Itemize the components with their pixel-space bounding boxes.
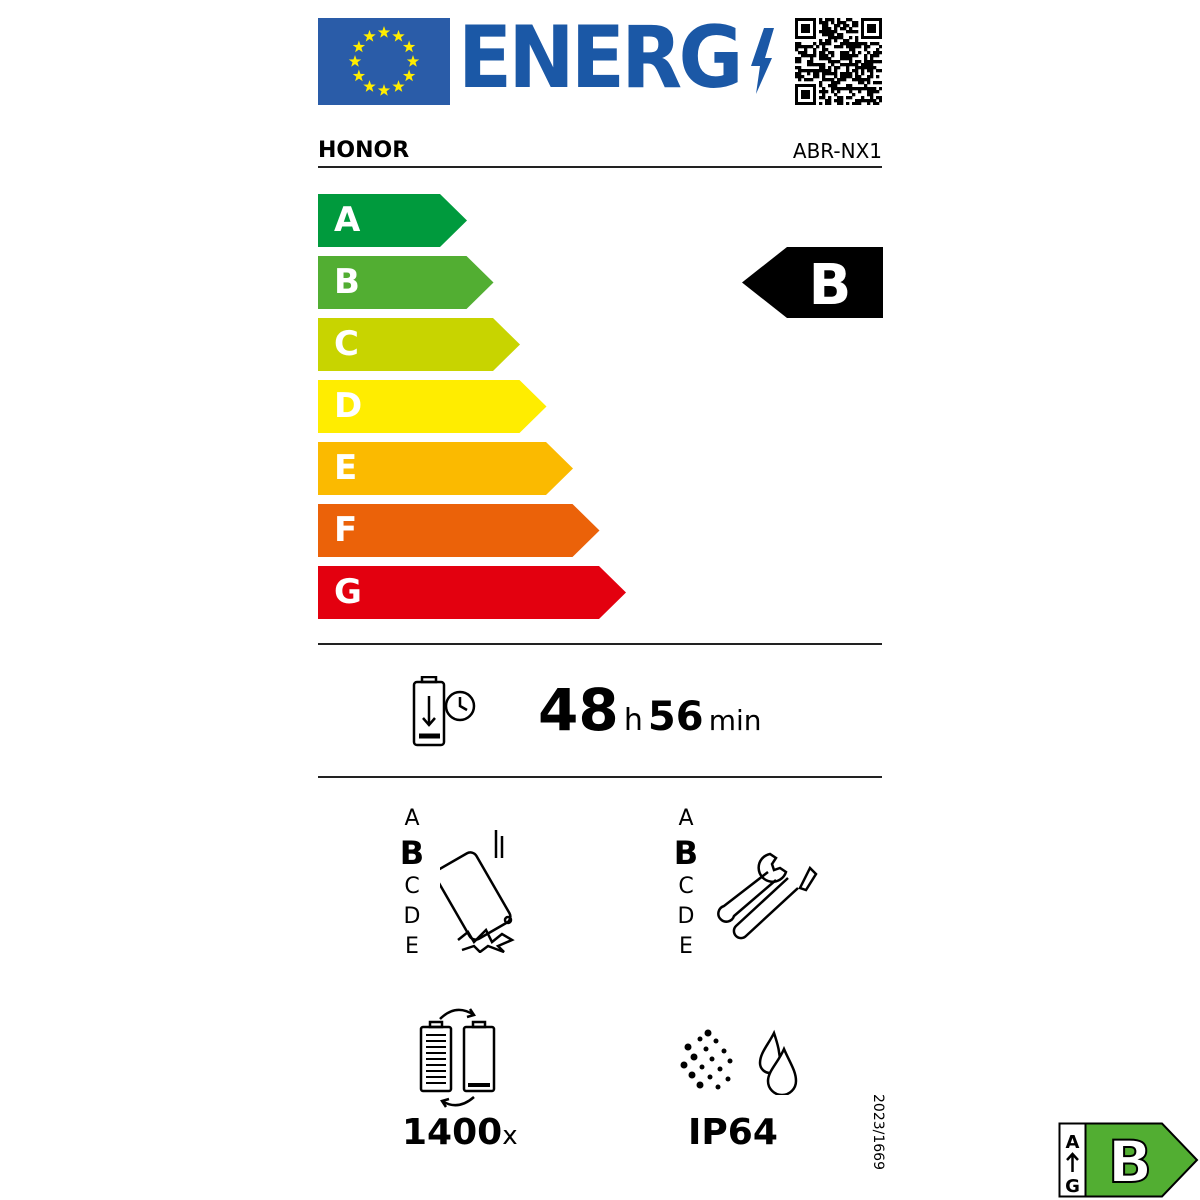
scale-letter: A: [404, 806, 420, 831]
phone-drop-icon: [440, 830, 515, 953]
badge-rating: B: [1108, 1128, 1152, 1196]
ip-rating: IP64: [688, 1112, 778, 1153]
energy-class-bar-c: C: [318, 318, 520, 371]
minutes-value: 56: [647, 694, 704, 740]
energy-class-bar-e: E: [318, 442, 573, 495]
energy-class-letter: G: [334, 572, 362, 612]
star-icon: [377, 84, 391, 96]
hours-value: 48: [538, 676, 619, 744]
minutes-unit: min: [708, 704, 762, 737]
qr-code-icon[interactable]: [795, 18, 882, 105]
scale-letter: D: [403, 904, 421, 929]
scale-letter: C: [404, 874, 420, 899]
star-icon: [392, 29, 405, 42]
divider: [318, 166, 882, 168]
dust-water-icon: [680, 1029, 798, 1095]
scale-letter: E: [679, 934, 693, 959]
star-icon: [352, 40, 366, 53]
energy-class-badge: A G B: [1058, 1122, 1199, 1198]
eu-flag-icon: [318, 18, 450, 105]
battery-endurance-value: 48 h 56 min: [538, 676, 762, 744]
star-icon: [402, 40, 416, 53]
regulation-number: 2023/1669: [866, 1094, 886, 1184]
badge-bottom-letter: G: [1065, 1176, 1080, 1197]
star-icon: [392, 80, 405, 92]
lightning-icon: [751, 28, 774, 94]
badge-top-letter: A: [1066, 1132, 1080, 1153]
scale-letter: A: [678, 806, 694, 831]
star-icon: [363, 29, 376, 42]
model-identifier: ABR-NX1: [792, 139, 882, 163]
battery-endurance-icon: [412, 676, 476, 747]
hours-unit: h: [623, 703, 643, 738]
scale-letter: D: [677, 904, 695, 929]
rating-letter: B: [809, 253, 852, 318]
energy-class-bar-f: F: [318, 504, 600, 557]
scale-letter: C: [678, 874, 694, 899]
energy-class-letter: B: [334, 262, 360, 302]
cycles-number: 1400: [402, 1112, 503, 1153]
energy-class-letter: F: [334, 510, 358, 550]
energy-class-letter: E: [334, 448, 358, 488]
star-icon: [352, 69, 366, 82]
scale-letter: B: [673, 834, 699, 872]
energy-class-bar-b: B: [318, 256, 494, 309]
cycles-unit: x: [502, 1121, 518, 1151]
battery-cycles-value: 1400x: [402, 1112, 518, 1153]
battery-cycles-icon: [419, 1008, 496, 1108]
brand-name: HONOR: [318, 138, 410, 163]
energy-class-bar-g: G: [318, 566, 626, 619]
regulation-text: 2023/1669: [870, 1094, 886, 1170]
energy-logo-text: ENERG: [458, 8, 743, 108]
energy-class-letter: C: [334, 324, 359, 364]
arrow-up-icon: [1066, 1152, 1079, 1172]
star-icon: [406, 55, 420, 67]
star-icon: [348, 55, 362, 67]
star-icon: [363, 80, 376, 92]
star-icon: [402, 69, 416, 82]
energy-class-letter: D: [334, 386, 363, 426]
scale-letter: E: [405, 934, 419, 959]
divider: [318, 643, 882, 645]
repair-tools-icon: [717, 852, 818, 940]
star-icon: [377, 26, 391, 38]
energy-class-bar-a: A: [318, 194, 467, 247]
energy-class-letter: A: [334, 200, 361, 240]
rating-indicator-arrow: B: [742, 247, 883, 318]
divider: [318, 776, 882, 778]
energy-class-bar-d: D: [318, 380, 547, 433]
scale-letter: B: [399, 834, 425, 872]
